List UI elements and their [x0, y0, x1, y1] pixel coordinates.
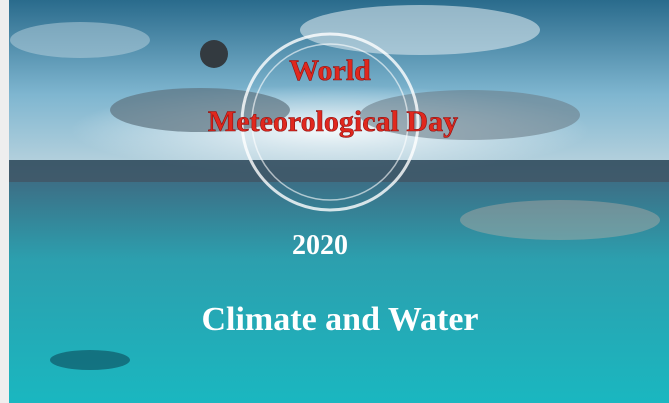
horizon — [9, 160, 669, 182]
title-line1: World — [289, 54, 371, 87]
title-line2: Meteorological Day — [208, 105, 458, 138]
year: 2020 — [292, 230, 348, 261]
theme: Climate and Water — [201, 301, 478, 338]
pin — [200, 40, 228, 68]
poster: World Meteorological Day 2020 Climate an… — [0, 0, 669, 403]
rock — [50, 350, 130, 370]
reflection — [460, 200, 660, 240]
cloud — [300, 5, 540, 55]
cloud — [10, 22, 150, 58]
